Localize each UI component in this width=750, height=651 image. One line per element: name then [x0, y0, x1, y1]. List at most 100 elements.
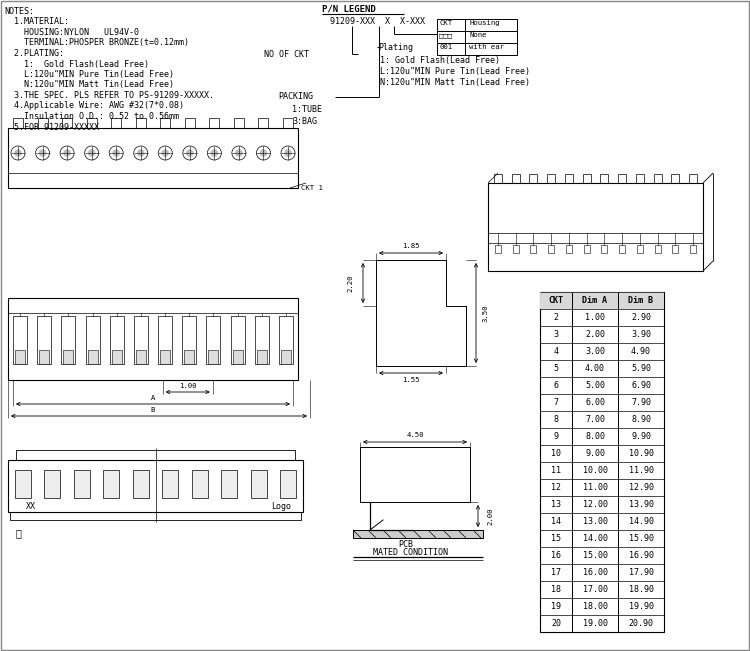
Bar	[8, 298, 298, 380]
Text: 2.PLATING:: 2.PLATING:	[4, 49, 64, 58]
Bar	[136, 350, 146, 364]
Bar	[671, 174, 680, 183]
Bar	[231, 316, 244, 364]
Text: 13.90: 13.90	[628, 500, 653, 509]
Bar	[548, 245, 554, 253]
Text: N:120u"MIN Matt Tin(Lead Free): N:120u"MIN Matt Tin(Lead Free)	[4, 81, 174, 89]
Text: A: A	[151, 395, 155, 401]
Bar	[39, 350, 50, 364]
Circle shape	[186, 150, 194, 156]
Bar	[13, 316, 27, 364]
Text: N:120u"MIN Matt Tin(Lead Free): N:120u"MIN Matt Tin(Lead Free)	[380, 78, 530, 87]
Bar	[221, 470, 237, 498]
Text: CKT 1: CKT 1	[301, 185, 322, 191]
Bar	[530, 174, 538, 183]
Text: 10.00: 10.00	[583, 466, 608, 475]
Bar	[602, 245, 608, 253]
Bar	[583, 174, 591, 183]
Text: Housing: Housing	[469, 20, 500, 26]
Text: 感: 感	[15, 528, 21, 538]
Text: 6.90: 6.90	[631, 381, 651, 390]
Bar	[283, 118, 293, 128]
Bar	[600, 174, 608, 183]
Bar	[112, 350, 122, 364]
Text: HOUSING:NYLON   UL94V-0: HOUSING:NYLON UL94V-0	[4, 28, 139, 37]
Bar	[110, 316, 124, 364]
Text: 16.90: 16.90	[628, 551, 653, 560]
Text: 001: 001	[439, 44, 452, 50]
Bar	[87, 118, 97, 128]
Bar	[62, 316, 75, 364]
Text: Dim B: Dim B	[628, 296, 653, 305]
Text: 1.00: 1.00	[179, 383, 196, 389]
Text: CKT: CKT	[439, 20, 452, 26]
Bar	[209, 350, 218, 364]
Bar	[38, 316, 51, 364]
Bar	[512, 174, 520, 183]
Bar	[158, 316, 172, 364]
Text: 5.FOR 91209-XXXXX: 5.FOR 91209-XXXXX	[4, 122, 99, 132]
Text: 5.00: 5.00	[585, 381, 605, 390]
Bar	[15, 350, 25, 364]
Circle shape	[284, 150, 292, 156]
Bar	[540, 292, 664, 309]
Text: 4: 4	[554, 347, 559, 356]
Bar	[565, 174, 573, 183]
Text: 1.MATERIAL:: 1.MATERIAL:	[4, 18, 69, 27]
Bar	[619, 245, 625, 253]
Text: 10: 10	[551, 449, 561, 458]
Text: 7: 7	[554, 398, 559, 407]
Text: NOTES:: NOTES:	[4, 7, 34, 16]
Bar	[8, 460, 303, 512]
Text: L:120u"MIN Pure Tin(Lead Free): L:120u"MIN Pure Tin(Lead Free)	[4, 70, 174, 79]
Bar	[279, 316, 293, 364]
Text: 18.00: 18.00	[583, 602, 608, 611]
Text: 91209-XXX  X  X-XXX: 91209-XXX X X-XXX	[330, 17, 425, 26]
Bar	[182, 316, 196, 364]
Text: Logo: Logo	[271, 502, 291, 511]
Bar	[162, 470, 178, 498]
Bar	[259, 118, 268, 128]
Bar	[15, 470, 31, 498]
Text: TERMINAL:PHOSPER BRONZE(t=0.12mm): TERMINAL:PHOSPER BRONZE(t=0.12mm)	[4, 38, 189, 48]
Text: 4.50: 4.50	[406, 432, 424, 438]
Text: 3:BAG: 3:BAG	[292, 117, 317, 126]
Text: 17.00: 17.00	[583, 585, 608, 594]
Bar	[136, 118, 146, 128]
Text: 13.00: 13.00	[583, 517, 608, 526]
Text: 10.90: 10.90	[628, 449, 653, 458]
Bar	[16, 450, 295, 460]
Bar	[134, 316, 148, 364]
Bar	[232, 350, 243, 364]
Bar	[184, 118, 195, 128]
Text: 8: 8	[554, 415, 559, 424]
Text: 1:TUBE: 1:TUBE	[292, 105, 322, 114]
Text: 8.90: 8.90	[631, 415, 651, 424]
Text: 19: 19	[551, 602, 561, 611]
Bar	[540, 292, 664, 632]
Text: 5.90: 5.90	[631, 364, 651, 373]
Text: 3.50: 3.50	[483, 304, 489, 322]
Text: 3.THE SPEC. PLS REFER TO PS-91209-XXXXX.: 3.THE SPEC. PLS REFER TO PS-91209-XXXXX.	[4, 91, 214, 100]
Text: 8.00: 8.00	[585, 432, 605, 441]
Text: Insulation O.D.: 0.52 to 0.56mm: Insulation O.D.: 0.52 to 0.56mm	[4, 112, 179, 121]
Text: 12.90: 12.90	[628, 483, 653, 492]
Text: with ear: with ear	[469, 44, 504, 50]
Text: 13: 13	[551, 500, 561, 509]
Text: 14: 14	[551, 517, 561, 526]
Text: 2.20: 2.20	[347, 274, 353, 292]
Text: 16: 16	[551, 551, 561, 560]
Bar	[251, 470, 266, 498]
Text: Dim A: Dim A	[583, 296, 608, 305]
Bar	[63, 350, 74, 364]
Text: 3: 3	[554, 330, 559, 339]
Bar	[655, 245, 661, 253]
Text: CKT: CKT	[548, 296, 563, 305]
Text: 2.90: 2.90	[631, 313, 651, 322]
Bar	[74, 470, 90, 498]
Text: 4.Applicable Wire: AWG #32(7*0.08): 4.Applicable Wire: AWG #32(7*0.08)	[4, 102, 184, 111]
Bar	[281, 350, 291, 364]
Text: 17.90: 17.90	[628, 568, 653, 577]
Bar	[488, 183, 703, 271]
Text: XX: XX	[26, 502, 36, 511]
